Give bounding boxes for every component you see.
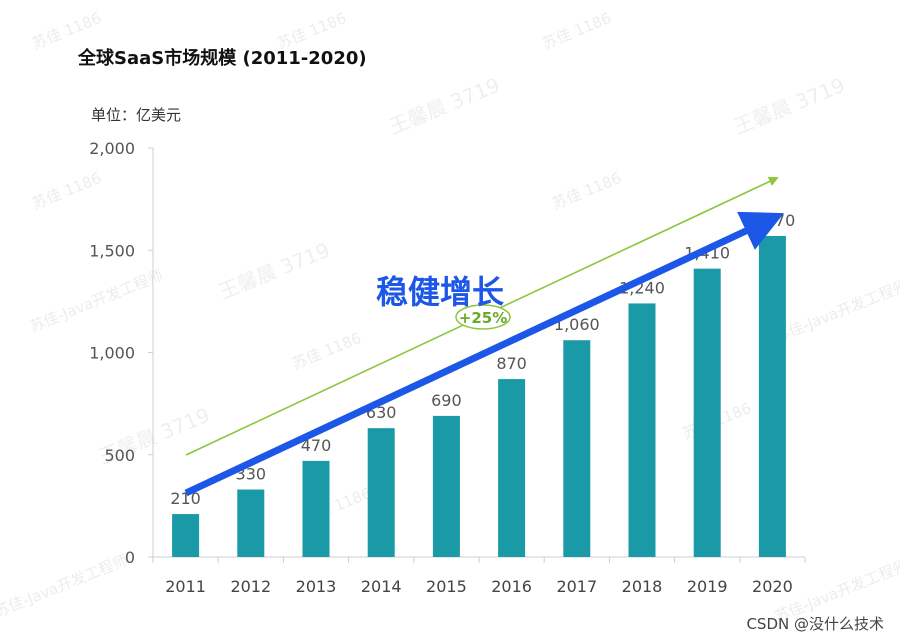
annotations: +25% 稳健增长 [184, 176, 785, 497]
x-tick-label: 2016 [491, 577, 532, 596]
data-label: 870 [496, 354, 527, 373]
x-tick-label: 2018 [622, 577, 663, 596]
x-tick-label: 2013 [296, 577, 337, 596]
unit-label: 单位：亿美元 [91, 106, 182, 124]
bar [432, 415, 460, 557]
data-label: 690 [431, 391, 462, 410]
chart-title: 全球SaaS市场规模 (2011-2020) [78, 48, 367, 69]
data-label: 470 [301, 436, 332, 455]
x-tick-label: 2011 [165, 577, 206, 596]
x-tick-label: 2012 [230, 577, 271, 596]
growth-text: 稳健增长 [376, 273, 504, 311]
y-tick-label: 2,000 [89, 139, 135, 158]
bars [172, 235, 786, 557]
bar [693, 268, 721, 557]
bar [237, 489, 265, 557]
bar [302, 460, 330, 557]
growth-arrow [184, 211, 785, 497]
x-tick-label: 2019 [687, 577, 728, 596]
bar [172, 514, 200, 557]
data-label: 210 [170, 489, 201, 508]
bar [498, 379, 526, 557]
x-tick-label: 2015 [426, 577, 467, 596]
growth-rate-label: +25% [459, 309, 507, 327]
x-tick-label: 2014 [361, 577, 402, 596]
bar [628, 303, 656, 557]
footer-credit: CSDN @没什么技术 [746, 615, 884, 633]
bar [758, 235, 786, 557]
x-tick-label: 2020 [752, 577, 793, 596]
bar [367, 428, 395, 557]
bar [563, 340, 591, 557]
y-tick-label: 500 [104, 446, 135, 465]
growth-rate-ellipse [455, 304, 511, 330]
y-axis: 0 500 1,000 1,500 2,000 [89, 139, 154, 567]
y-tick-label: 0 [125, 548, 135, 567]
y-tick-label: 1,000 [89, 344, 135, 363]
x-tick-label: 2017 [556, 577, 597, 596]
y-tick-label: 1,500 [89, 241, 135, 260]
x-axis: 2011 2012 2013 2014 2015 2016 2017 2018 2019 2020 [152, 556, 806, 596]
data-label: 1,060 [554, 315, 600, 334]
